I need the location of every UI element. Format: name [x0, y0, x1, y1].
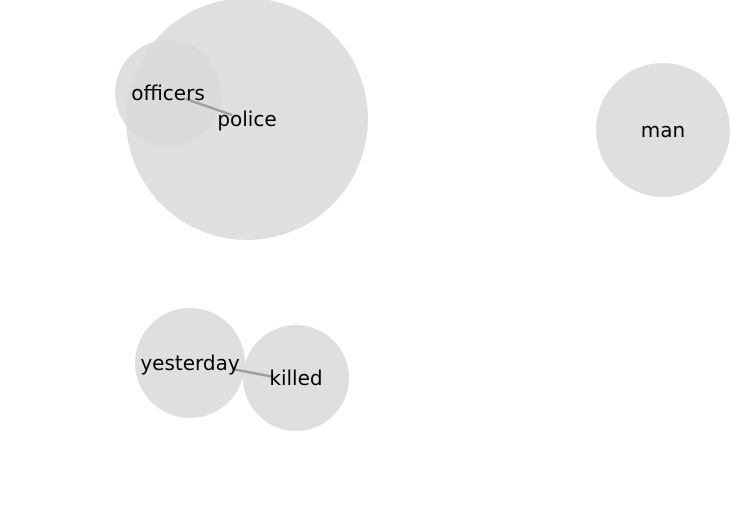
node-label-killed: killed	[269, 366, 322, 390]
node-label-yesterday: yesterday	[140, 351, 240, 375]
nodes-layer	[115, 0, 730, 431]
edge-officers-police	[185, 97, 233, 117]
node-officers	[115, 40, 221, 146]
node-label-man: man	[641, 118, 685, 142]
edges-layer	[185, 97, 275, 379]
node-label-police: police	[217, 107, 276, 131]
node-killed	[243, 325, 349, 431]
edge-yesterday-killed	[231, 367, 275, 379]
node-man	[596, 63, 730, 197]
node-yesterday	[135, 308, 245, 418]
node-label-officers: officers	[131, 81, 205, 105]
labels-layer: police officers man yesterday killed	[131, 81, 685, 390]
